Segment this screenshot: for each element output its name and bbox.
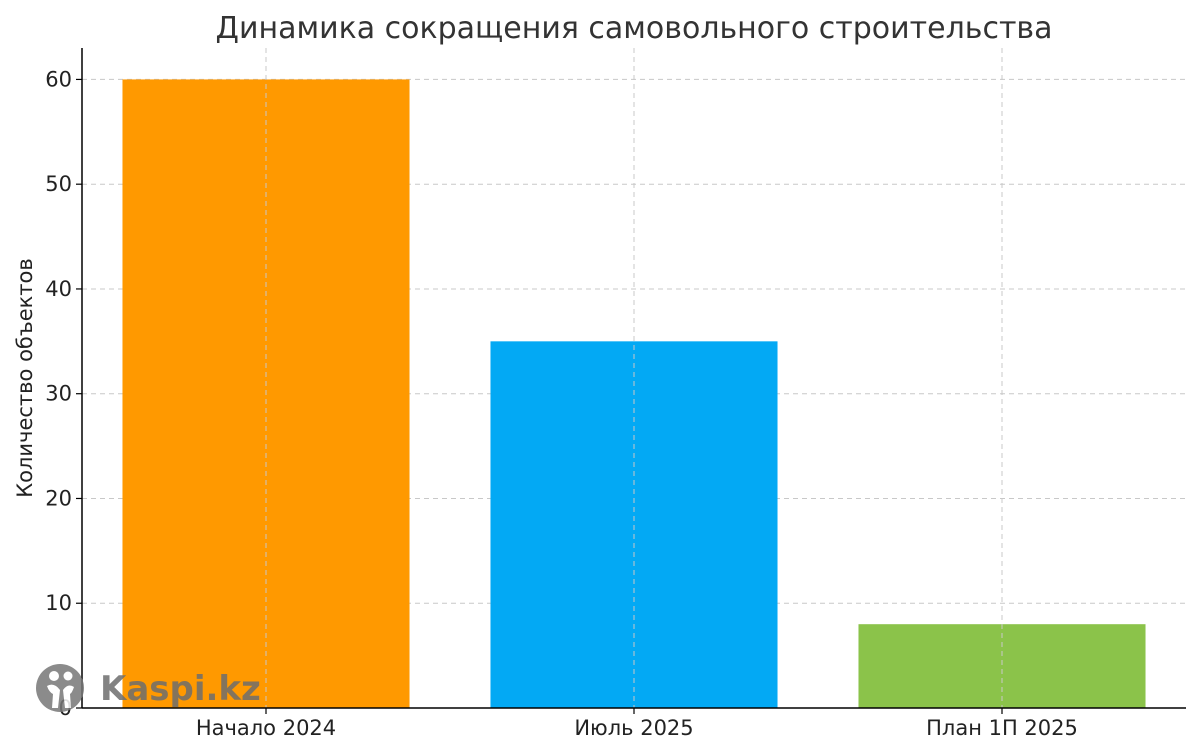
y-tick-label: 40 [45,277,72,301]
watermark: Kaspi.kz [36,664,261,712]
y-tick-label: 60 [45,67,72,91]
x-tick-label: Июль 2025 [574,716,693,740]
y-tick-labels: 0102030405060 [45,67,82,720]
y-tick-label: 50 [45,172,72,196]
kaspi-logo-icon [36,664,84,712]
watermark-text: Kaspi.kz [100,669,261,709]
chart-title: Динамика сокращения самовольного строите… [216,11,1053,46]
x-tick-label: Начало 2024 [196,716,336,740]
x-tick-labels: Начало 2024 Июль 2025 План 1П 2025 [196,708,1078,740]
x-tick-label: План 1П 2025 [926,716,1078,740]
y-tick-label: 30 [45,382,72,406]
bar [858,624,1146,708]
y-tick-label: 10 [45,591,72,615]
grid-lines-vertical [265,48,1003,708]
y-tick-label: 20 [45,486,72,510]
y-axis-title: Количество объектов [13,258,37,498]
